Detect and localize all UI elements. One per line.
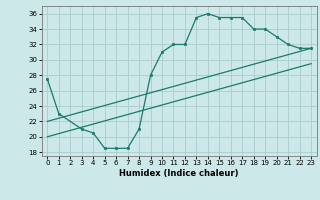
X-axis label: Humidex (Indice chaleur): Humidex (Indice chaleur) — [119, 169, 239, 178]
